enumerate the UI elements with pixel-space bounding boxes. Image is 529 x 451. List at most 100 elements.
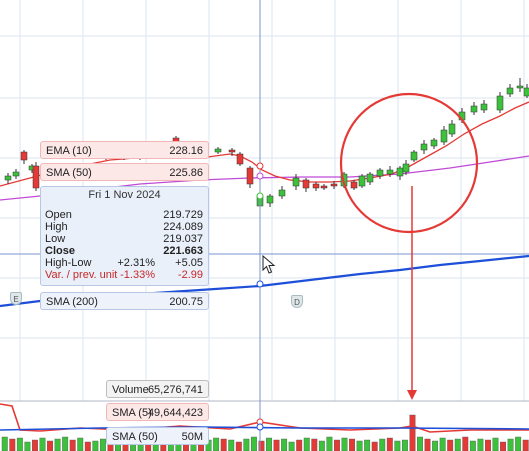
close-value: 221.663 [163,245,203,257]
volume-bar [288,441,295,451]
close-label: Close [45,245,75,257]
open-value: 219.729 [163,209,203,221]
candle-body [440,129,448,143]
candle-body [320,185,328,189]
volume-tag: Volume 65,276,741 [106,380,209,398]
volume-bar [69,439,76,451]
volume-bar [432,440,439,451]
volume-bar [258,440,265,451]
high-label: High [45,221,68,233]
volume-bar [356,440,363,451]
candle-body [470,105,478,113]
candle-body [358,175,366,187]
volume-bar [462,436,469,451]
volume-bar [273,439,280,451]
variation-pct: -1.33% [120,269,155,281]
volume-bar [235,441,242,451]
volume-bar [401,439,408,451]
sma50-tag: SMA (50) 225.86 [40,163,209,181]
volume-bar [409,414,416,451]
candle-body [278,189,286,197]
high-low-abs: +5.05 [175,257,203,269]
candle-body [20,151,28,161]
candle-body [430,139,438,147]
volume-bar [250,436,257,451]
ema10-value: 228.16 [169,145,203,157]
volume-bar [281,438,288,451]
volume-bar [99,438,106,451]
mouse-pointer-icon [262,255,276,274]
high-low-pct: +2.31% [117,257,155,269]
volume-sma50-tag: SMA (50) 50M [106,427,209,445]
candle-body [516,85,524,89]
volume-bar [220,438,227,451]
dividend-marker-icon[interactable]: D [291,295,303,308]
candle-body [266,195,274,204]
volume-bar [469,440,476,451]
volume-bar [77,437,84,451]
volume-bar [84,441,91,451]
volume-bar [507,438,514,451]
sma200-value: 200.75 [169,296,203,308]
volume-bar [62,436,69,451]
candle-body [4,175,12,181]
volume-bar [92,440,99,451]
candle-body [302,179,310,189]
volume-bar [349,438,355,451]
volume-bar [364,439,371,451]
high-low-label: High-Low [45,257,92,269]
volume-sma50-value: 50M [181,431,203,443]
earnings-marker-icon[interactable]: E [10,292,22,305]
variation-label: Var. / prev. unit [45,269,118,281]
info-row-low: Low 219.037 [45,233,203,245]
annotation-arrow-head [407,390,417,400]
volume-bar [32,439,38,451]
volume-bar [424,438,431,451]
volume-value: 65,276,741 [147,384,203,396]
volume-bar [515,436,522,451]
volume-bars [1,414,529,451]
high-value: 224.089 [163,221,203,233]
volume-bar [334,439,340,451]
low-label: Low [45,233,66,245]
info-row-high: High 224.089 [45,221,203,233]
crosshair-sma200-dot [256,280,264,288]
crosshair-candle-dot [256,192,264,200]
volume-sma5-tag: SMA (5) 49,644,423 [106,403,209,421]
low-value: 219.037 [163,233,203,245]
candle-body [236,153,244,165]
annotation-circle [339,92,479,234]
volume-bar [47,440,53,451]
volume-bar [296,439,303,451]
candle-body [376,169,384,177]
candle-body [32,165,40,189]
grid-lines [0,0,529,401]
candle-body [496,95,504,111]
info-row-close: Close 221.663 [45,245,203,257]
candle-body [386,169,394,175]
volume-bar [500,441,506,451]
candle-body [214,148,222,153]
volume-label: Volume [112,384,149,396]
crosshair-volume-sma-dot [256,423,264,431]
sma200-label: SMA (200) [46,296,98,308]
candle-body [292,177,300,187]
info-row-open: Open 219.729 [45,209,203,221]
candle-body [480,103,488,111]
volume-bar [371,441,378,451]
ohlc-info-box: Fri 1 Nov 2024 Open 219.729 High 224.089… [40,186,209,286]
sma200-tag: SMA (200) 200.75 [40,292,209,310]
info-row-variation: Var. / prev. unit -1.33% -2.99 [45,269,203,281]
crosshair-sma50-dot [256,172,264,180]
candle-body [12,171,20,177]
volume-bar [243,438,250,451]
volume-bar [213,437,220,451]
volume-bar [522,439,529,451]
volume-bar [454,438,461,451]
volume-bar [303,437,310,451]
ema10-label: EMA (10) [46,145,92,157]
candle-body [396,167,404,177]
candle-body [402,163,410,173]
volume-bar [24,441,31,451]
